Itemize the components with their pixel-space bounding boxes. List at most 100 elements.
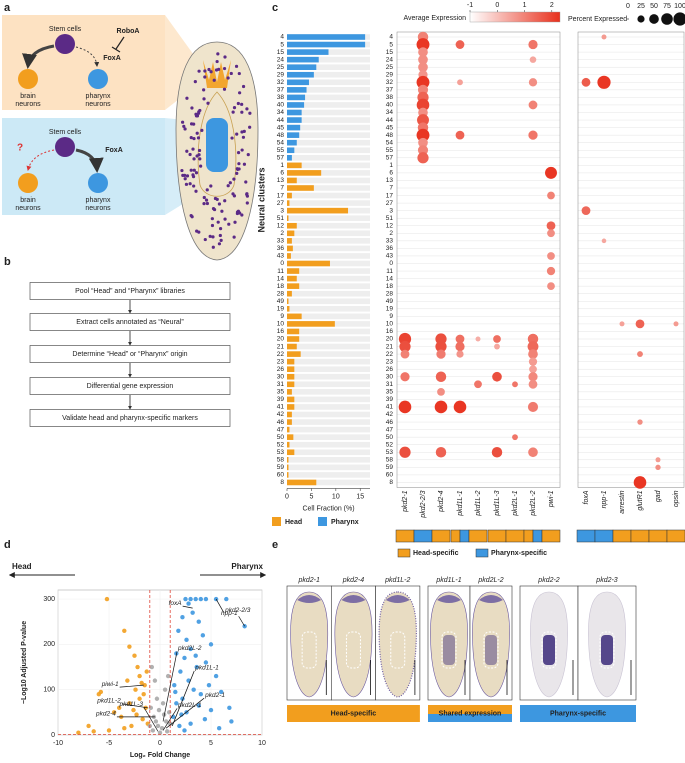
row-stripe <box>287 147 370 154</box>
y-tick-label: 32 <box>277 79 285 86</box>
neuron-dot <box>197 69 201 73</box>
bar <box>287 253 291 259</box>
x-tick-label: -10 <box>53 740 63 747</box>
image-label: pkd2-2 <box>537 577 560 584</box>
dot <box>418 62 428 73</box>
bar <box>287 426 290 433</box>
y-tick-label: 3 <box>389 207 393 214</box>
dot <box>416 38 430 51</box>
neuron-dot <box>211 235 215 239</box>
pharynx-outline <box>483 631 499 669</box>
point <box>155 723 161 729</box>
y-tick-label: 43 <box>386 253 394 260</box>
point <box>191 687 196 692</box>
neuron-dot <box>219 238 223 243</box>
point <box>224 596 229 602</box>
brain-region <box>203 60 231 88</box>
row-stripe <box>287 457 370 463</box>
neuron-dot <box>238 91 242 95</box>
annotation-line <box>119 684 144 688</box>
dot <box>581 206 591 216</box>
size-tick-label: 75 <box>663 3 671 10</box>
row-stripe <box>287 230 370 237</box>
neuron-dot <box>210 217 214 221</box>
arrow <box>75 148 104 173</box>
x-axis-label: Cell Fraction (%) <box>302 505 354 512</box>
dot <box>655 464 661 471</box>
image-label: pkd1L-2 <box>384 577 410 584</box>
bar <box>287 441 290 448</box>
row-stripe <box>287 396 370 403</box>
neuron-dot <box>202 202 206 206</box>
dot <box>399 446 411 458</box>
point <box>227 705 232 711</box>
row-stripe <box>287 64 370 70</box>
neuron-dot <box>205 201 209 206</box>
row-stripe <box>287 245 370 252</box>
step-text: Differential gene expression <box>87 383 174 390</box>
neuron-dot <box>223 199 227 203</box>
y-tick-label: 31 <box>386 381 394 388</box>
step-text: Determine “Head” or “Pharynx” origin <box>72 351 187 358</box>
label: pharynx <box>86 197 111 204</box>
neuron-dot <box>196 136 201 140</box>
row-stripe <box>287 192 370 199</box>
point <box>157 730 163 735</box>
y-tick-label: 30 <box>277 373 285 380</box>
annotation-label: piwi-1 <box>101 681 119 688</box>
annotation-label: npp-1 <box>221 610 238 617</box>
dot <box>635 319 645 329</box>
point <box>198 692 203 697</box>
specificity-box <box>459 529 470 543</box>
dot <box>597 75 611 89</box>
dot <box>601 238 607 244</box>
neuron-dot <box>185 96 189 100</box>
row-stripe <box>287 479 370 486</box>
gene-label: gad <box>655 489 662 502</box>
bar <box>287 434 294 440</box>
neuron-dot <box>190 106 194 110</box>
point <box>86 723 91 729</box>
specificity-box <box>576 529 596 543</box>
label: neurons <box>15 205 41 212</box>
annotation-line <box>215 598 225 614</box>
neuron-dot <box>206 101 210 105</box>
neuron-dot <box>233 220 237 224</box>
neuron-dot <box>180 168 184 173</box>
dot <box>512 381 518 388</box>
point <box>139 680 144 686</box>
pharynx-stain <box>601 635 613 665</box>
y-tick-label: 14 <box>386 275 394 282</box>
y-tick-label: 17 <box>386 192 394 199</box>
point <box>206 682 212 688</box>
y-tick-label: 26 <box>277 366 285 373</box>
neuron-dot <box>195 131 199 135</box>
worm-image <box>378 591 417 698</box>
plot-frame <box>396 31 561 488</box>
bar <box>287 170 322 176</box>
point <box>160 701 166 706</box>
row-stripe <box>287 343 370 350</box>
y-tick-label: 16 <box>386 328 394 335</box>
bar <box>287 404 295 410</box>
y-tick-label: 59 <box>386 464 394 471</box>
y-tick-label: 7 <box>280 185 284 192</box>
x-tick-label: 15 <box>356 493 364 500</box>
y-tick-label: 10 <box>277 321 285 328</box>
legend-swatch <box>318 517 327 526</box>
annotation-line <box>171 670 195 727</box>
size-key <box>637 15 645 23</box>
y-tick-label: 39 <box>386 396 394 403</box>
point <box>104 596 110 602</box>
y-tick-label: 12 <box>277 222 285 229</box>
neuron-dot <box>236 101 240 106</box>
size-key <box>649 14 659 24</box>
neuron-dot <box>223 55 227 59</box>
brain-neuron <box>18 173 38 193</box>
y-tick-label: 33 <box>277 238 285 245</box>
point <box>173 689 178 695</box>
neuron-dot <box>228 181 232 185</box>
neuron-dot <box>240 102 244 106</box>
point <box>168 721 173 726</box>
y-tick-label: 26 <box>386 366 394 373</box>
